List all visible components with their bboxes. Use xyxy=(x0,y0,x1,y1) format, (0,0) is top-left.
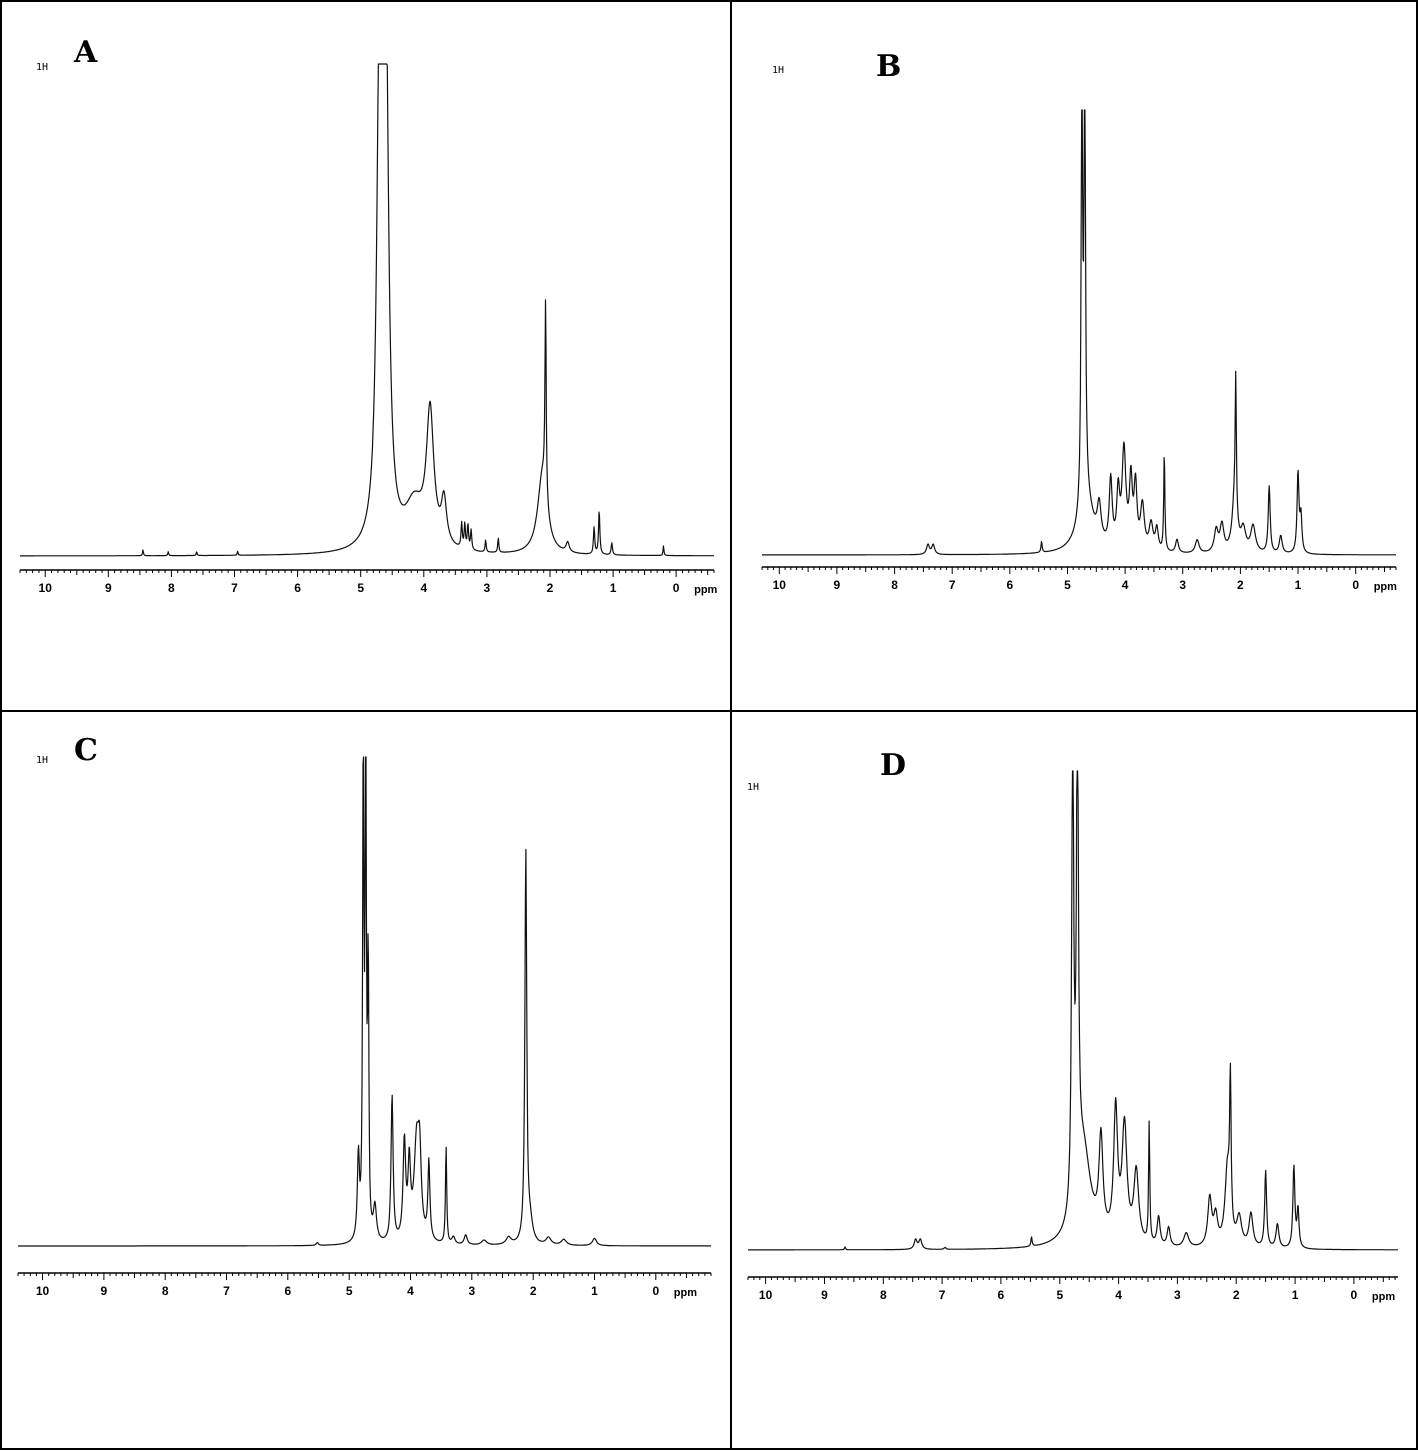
tick-label-4: 4 xyxy=(407,1284,414,1298)
tick-label-7: 7 xyxy=(223,1284,230,1298)
nucleus-label: 1H xyxy=(747,782,759,793)
panel-label: D xyxy=(880,748,906,783)
tick-label-10: 10 xyxy=(36,1284,50,1298)
panel-label: B xyxy=(876,49,901,84)
ppm-unit-label: ppm xyxy=(694,584,717,596)
tick-label-4: 4 xyxy=(1122,578,1129,592)
tick-label-8: 8 xyxy=(168,581,175,595)
panel-a: A 1H 10 9 8 7 6 5 4 3 2 1 0 ppm xyxy=(19,35,718,596)
tick-label-7: 7 xyxy=(939,1288,946,1302)
tick-label-3: 3 xyxy=(484,581,491,595)
tick-label-0: 0 xyxy=(1352,578,1359,592)
spectrum-line xyxy=(747,770,1399,1251)
tick-label-3: 3 xyxy=(1174,1288,1181,1302)
panel-label: A xyxy=(73,35,98,70)
tick-label-0: 0 xyxy=(673,581,680,595)
tick-label-2: 2 xyxy=(1233,1288,1240,1302)
tick-label-1: 1 xyxy=(591,1284,598,1298)
tick-label-10: 10 xyxy=(759,1288,773,1302)
panel-b: B 1H 10 9 8 7 6 5 4 3 2 1 0 ppm xyxy=(761,49,1397,593)
tick-label-7: 7 xyxy=(949,578,956,592)
panel-c: C 1H 10 9 8 7 6 5 4 3 2 1 0 ppm xyxy=(17,733,712,1299)
tick-label-8: 8 xyxy=(880,1288,887,1302)
axis-ticks xyxy=(19,570,715,577)
tick-label-9: 9 xyxy=(834,578,841,592)
tick-label-8: 8 xyxy=(162,1284,169,1298)
spectrum-line xyxy=(17,756,712,1247)
tick-label-8: 8 xyxy=(891,578,898,592)
tick-label-0: 0 xyxy=(652,1284,659,1298)
tick-label-5: 5 xyxy=(1064,578,1071,592)
tick-label-9: 9 xyxy=(821,1288,828,1302)
tick-label-5: 5 xyxy=(1056,1288,1063,1302)
tick-label-9: 9 xyxy=(101,1284,108,1298)
axis-ticks xyxy=(761,567,1397,574)
ppm-unit-label: ppm xyxy=(1374,581,1397,593)
nucleus-label: 1H xyxy=(36,755,48,766)
tick-label-7: 7 xyxy=(231,581,238,595)
ppm-unit-label: ppm xyxy=(674,1287,697,1299)
tick-label-1: 1 xyxy=(610,581,617,595)
spectrum-line xyxy=(761,109,1397,556)
tick-label-9: 9 xyxy=(105,581,112,595)
tick-label-2: 2 xyxy=(530,1284,537,1298)
tick-label-10: 10 xyxy=(773,578,787,592)
spectrum-line xyxy=(19,63,715,557)
tick-label-6: 6 xyxy=(294,581,301,595)
panel-d: D 1H 10 9 8 7 6 5 4 3 2 1 0 ppm xyxy=(747,748,1399,1303)
tick-label-4: 4 xyxy=(1115,1288,1122,1302)
tick-label-1: 1 xyxy=(1295,578,1302,592)
tick-label-3: 3 xyxy=(468,1284,475,1298)
tick-label-0: 0 xyxy=(1351,1288,1358,1302)
tick-label-5: 5 xyxy=(357,581,364,595)
tick-label-6: 6 xyxy=(1006,578,1013,592)
tick-label-1: 1 xyxy=(1292,1288,1299,1302)
axis-ticks xyxy=(17,1273,712,1280)
axis-ticks xyxy=(747,1277,1396,1284)
panel-label: C xyxy=(74,733,98,768)
tick-label-3: 3 xyxy=(1179,578,1186,592)
tick-label-4: 4 xyxy=(420,581,427,595)
ppm-unit-label: ppm xyxy=(1372,1291,1395,1303)
tick-label-6: 6 xyxy=(284,1284,291,1298)
nucleus-label: 1H xyxy=(772,65,784,76)
nucleus-label: 1H xyxy=(36,62,48,73)
tick-label-2: 2 xyxy=(547,581,554,595)
tick-label-10: 10 xyxy=(39,581,53,595)
tick-label-2: 2 xyxy=(1237,578,1244,592)
tick-label-5: 5 xyxy=(346,1284,353,1298)
tick-label-6: 6 xyxy=(998,1288,1005,1302)
